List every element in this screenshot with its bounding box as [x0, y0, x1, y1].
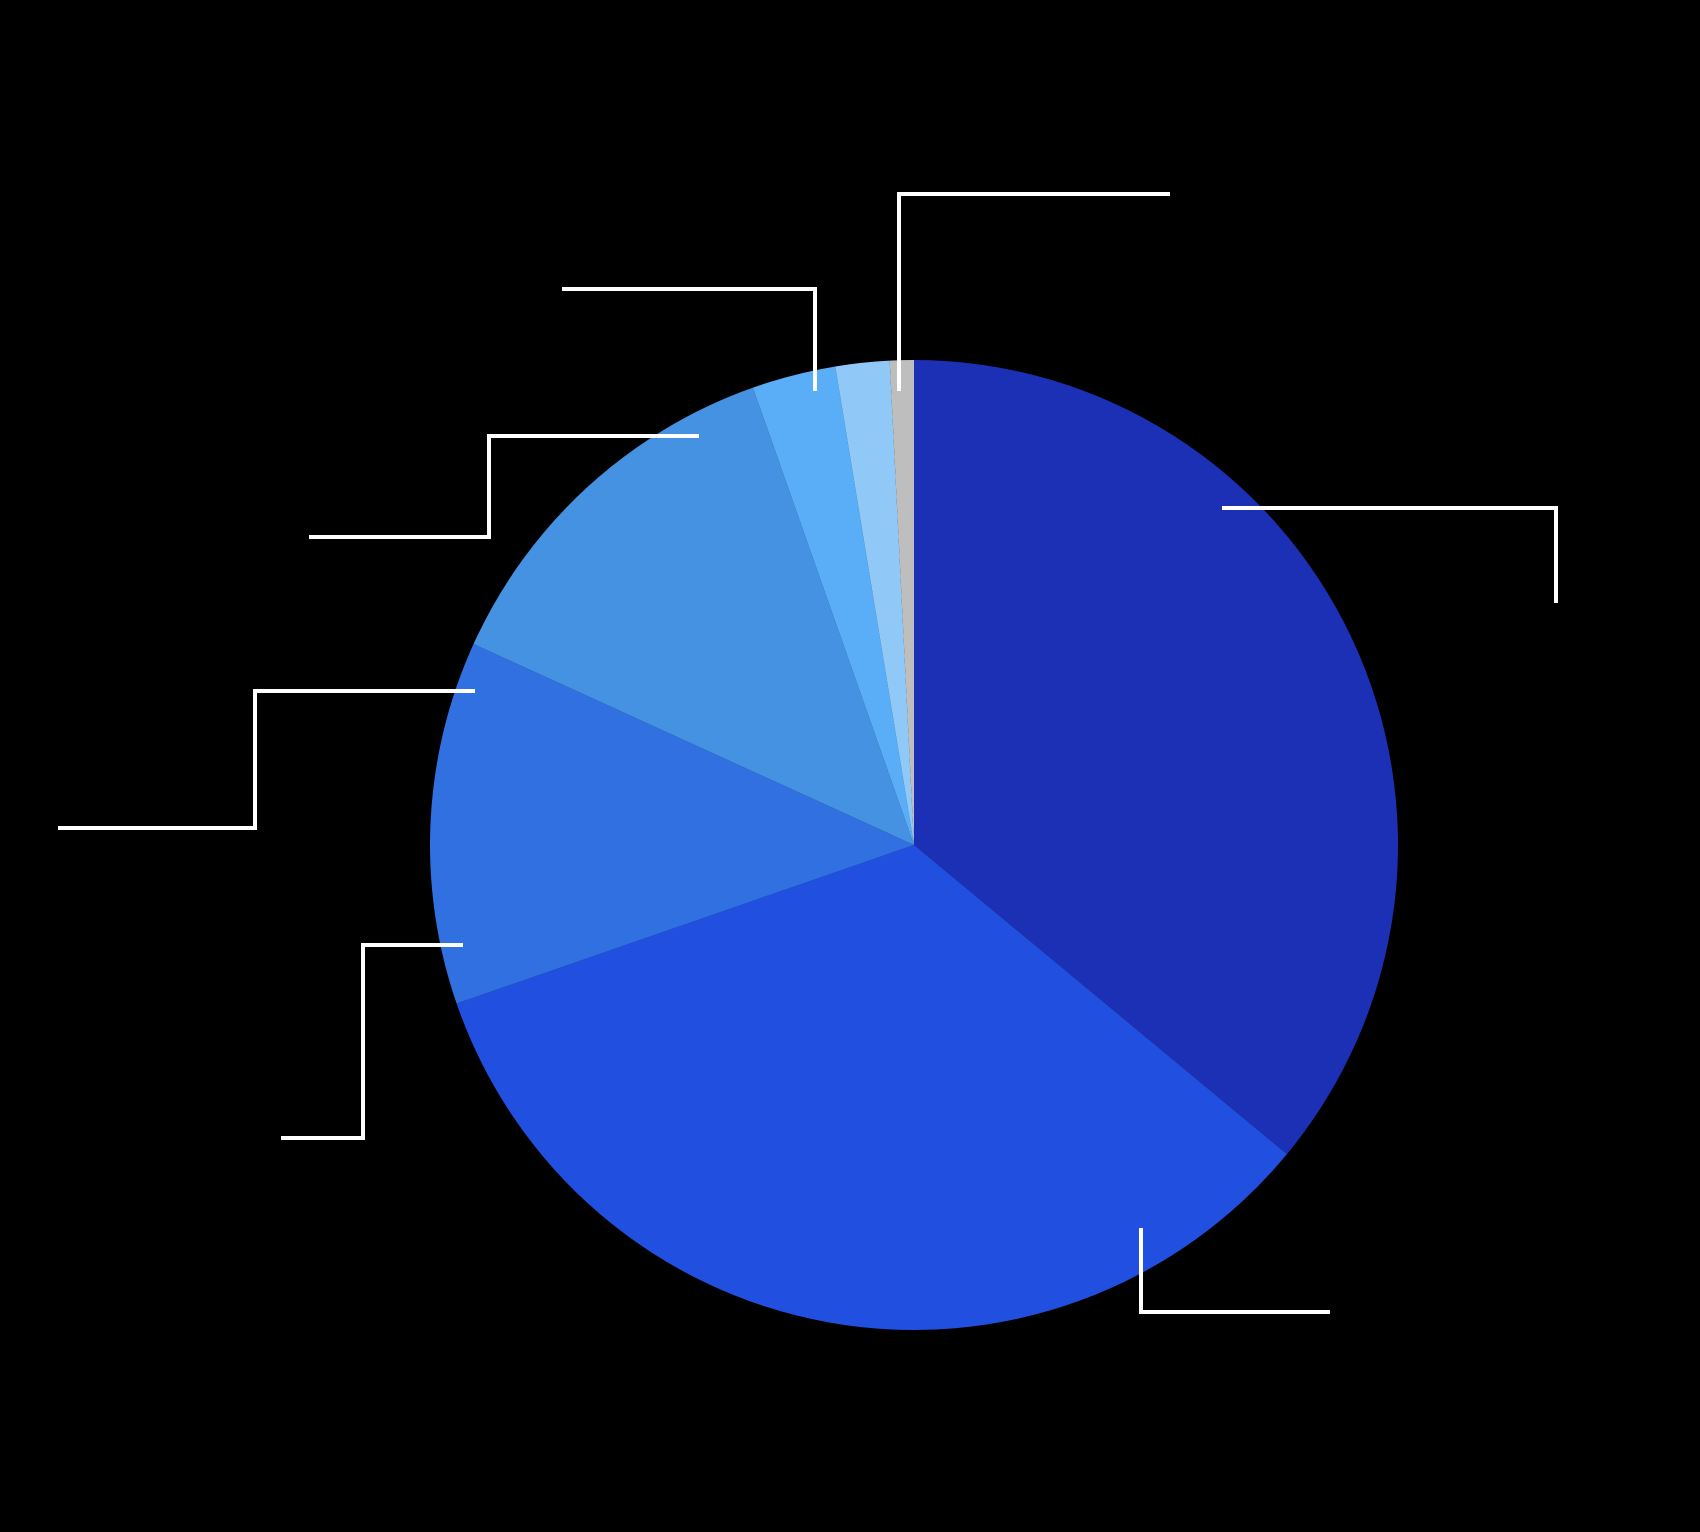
pie-slices — [430, 360, 1398, 1330]
